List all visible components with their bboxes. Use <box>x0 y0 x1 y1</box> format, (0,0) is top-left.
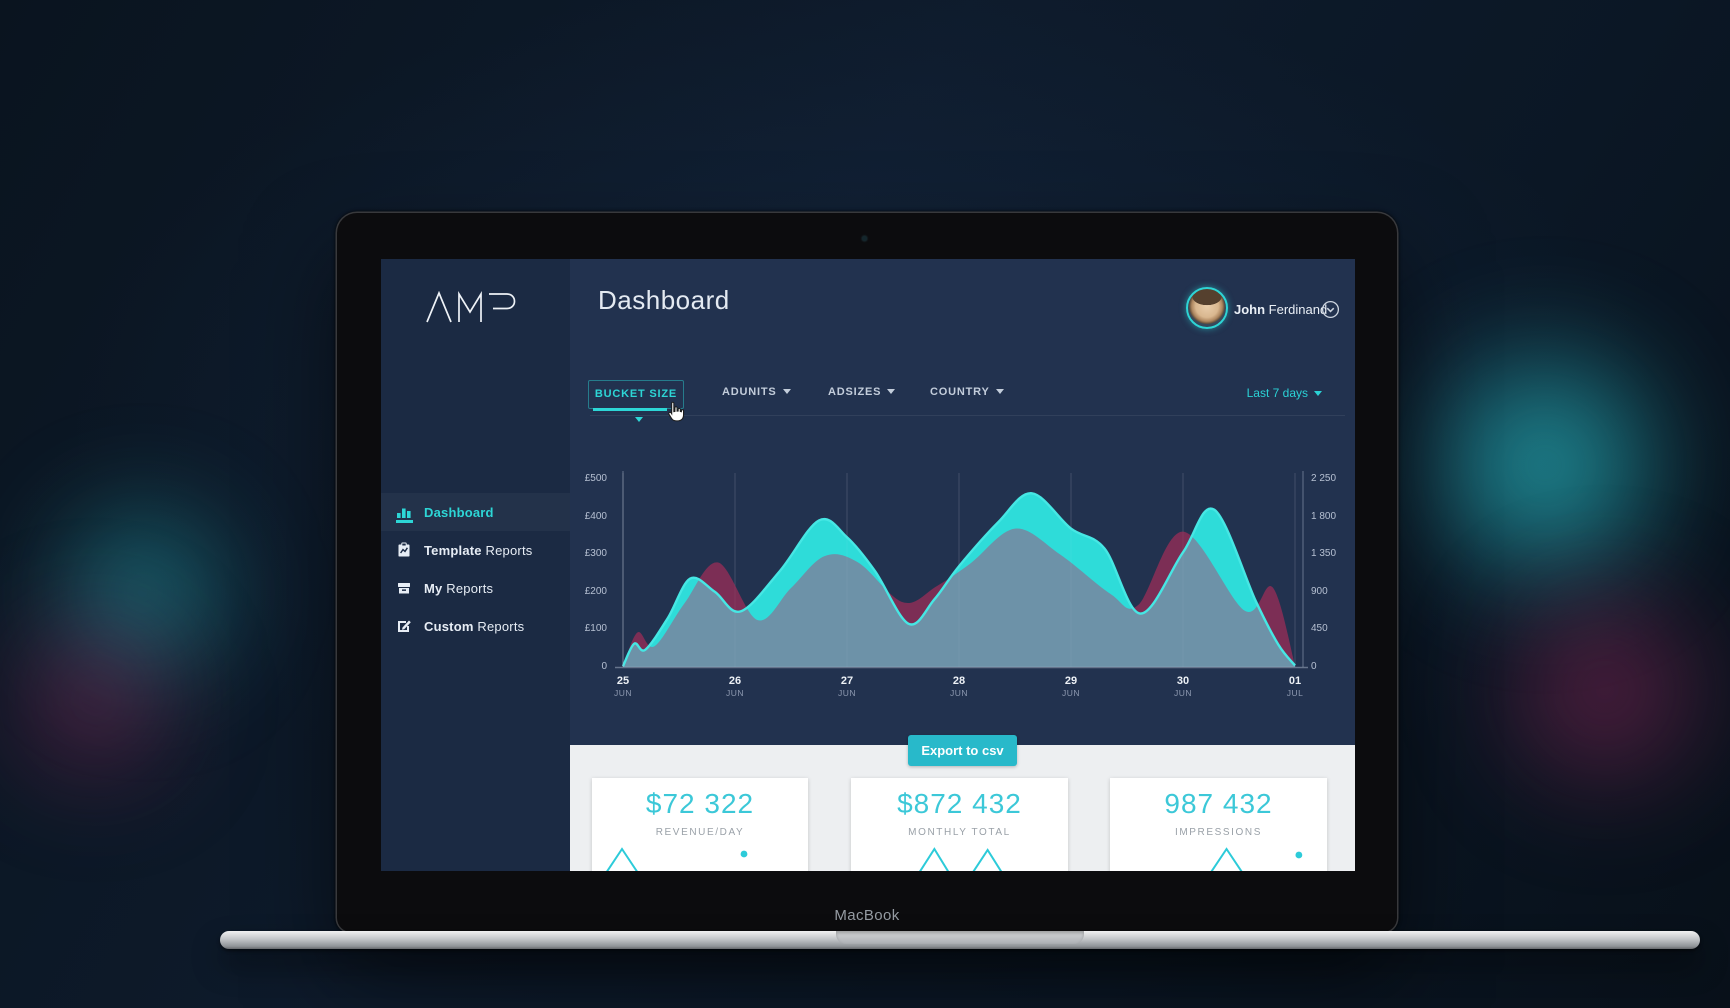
sidebar-item-my-reports[interactable]: My Reports <box>381 569 570 607</box>
active-item-underline <box>396 520 413 523</box>
filter-adunits[interactable]: ADUNITS <box>722 386 791 398</box>
filter-adsizes[interactable]: ADSIZES <box>828 386 896 398</box>
macbook-label: MacBook <box>834 907 900 924</box>
sidebar-item-label: Template Reports <box>424 542 533 558</box>
x-axis-tick-label: 30 JUN <box>1173 675 1193 698</box>
export-csv-button[interactable]: Export to csv <box>908 735 1017 766</box>
sidebar-item-template-reports[interactable]: Template Reports <box>381 531 570 569</box>
filter-country[interactable]: COUNTRY <box>930 386 1004 398</box>
sidebar-item-custom-reports[interactable]: Custom Reports <box>381 607 570 645</box>
main-panel: Dashboard John Ferdinand BUCKET SIZE ADU… <box>570 259 1355 871</box>
macbook-hinge-notch <box>836 931 1084 944</box>
sidebar-item-dashboard[interactable]: Dashboard <box>381 493 570 531</box>
sidebar-item-label: Custom Reports <box>424 618 525 634</box>
axis-tick-label: 450 <box>1311 623 1328 635</box>
chevron-down-icon <box>995 389 1004 394</box>
cursor-pointer-icon <box>668 401 685 422</box>
divider <box>590 415 1345 416</box>
x-axis-tick-label: 01 JUL <box>1286 675 1304 698</box>
axis-tick-label: 0 <box>601 661 607 672</box>
stat-card-impressions: 987 432 IMPRESSIONS <box>1110 778 1327 871</box>
stat-value: 987 432 <box>1164 788 1273 819</box>
sidebar-item-label: Dashboard <box>424 504 494 520</box>
axis-tick-label: 2 250 <box>1311 473 1337 484</box>
stat-label: MONTHLY TOTAL <box>908 827 1011 838</box>
sparkline-icon <box>606 847 748 871</box>
webcam-icon <box>862 236 867 241</box>
stat-label: REVENUE/DAY <box>655 827 745 838</box>
stat-card-monthly-total: $872 432 MONTHLY TOTAL <box>851 778 1068 871</box>
axis-tick-label: £500 <box>584 473 607 484</box>
sparkline-icon <box>1210 847 1303 871</box>
axis-tick-label: £400 <box>584 510 607 522</box>
clipboard-chart-icon <box>398 542 410 557</box>
axis-tick-label: 0 <box>1311 661 1317 672</box>
macbook-device: Dashboard Template Reports <box>337 213 1397 932</box>
axis-tick-label: 1 800 <box>1311 510 1337 522</box>
sidebar-nav: Dashboard Template Reports <box>381 493 570 645</box>
x-axis-tick-label: 25 JUN <box>613 675 633 698</box>
chevron-down-icon <box>635 417 643 422</box>
stat-value: $872 432 <box>897 788 1022 819</box>
bar-chart-icon <box>397 508 411 518</box>
x-axis-tick-label: 27 JUN <box>837 675 857 698</box>
app-window: Dashboard Template Reports <box>381 259 1355 871</box>
avatar[interactable] <box>1186 287 1228 329</box>
date-range-selector[interactable]: Last 7 days <box>1247 386 1322 400</box>
stat-card-revenue-day: $72 322 REVENUE/DAY <box>592 778 808 871</box>
page-title: Dashboard <box>598 285 730 315</box>
stats-panel: $72 322 REVENUE/DAY $872 432 MONTHLY TOT… <box>570 745 1355 871</box>
axis-tick-label: 1 350 <box>1311 548 1337 560</box>
glow-magenta-right <box>1460 565 1730 815</box>
glow-magenta-left <box>0 585 200 815</box>
chevron-down-circle-icon[interactable] <box>1321 300 1340 319</box>
x-axis-tick-label: 28 JUN <box>949 675 969 698</box>
user-name[interactable]: John Ferdinand <box>1234 302 1328 317</box>
chevron-down-icon <box>782 389 791 394</box>
archive-box-icon <box>398 583 410 594</box>
macbook-hinge <box>220 931 1700 949</box>
axis-tick-label: 900 <box>1311 585 1328 597</box>
x-axis-tick-label: 29 JUN <box>1061 675 1081 698</box>
axis-tick-label: £100 <box>584 623 607 635</box>
sparkline-icon <box>919 847 1003 871</box>
axis-tick-label: £300 <box>584 548 607 560</box>
sidebar-item-label: My Reports <box>424 580 494 596</box>
chevron-down-icon <box>887 389 896 394</box>
sidebar: Dashboard Template Reports <box>381 259 570 871</box>
stat-label: IMPRESSIONS <box>1174 827 1263 838</box>
chevron-down-icon <box>1314 391 1322 396</box>
active-filter-underline <box>593 408 667 411</box>
amp-logo <box>426 291 516 323</box>
pencil-note-icon <box>398 620 411 632</box>
axis-tick-label: £200 <box>584 585 607 597</box>
x-axis-tick-label: 26 JUN <box>725 675 745 698</box>
stat-value: $72 322 <box>645 788 755 819</box>
